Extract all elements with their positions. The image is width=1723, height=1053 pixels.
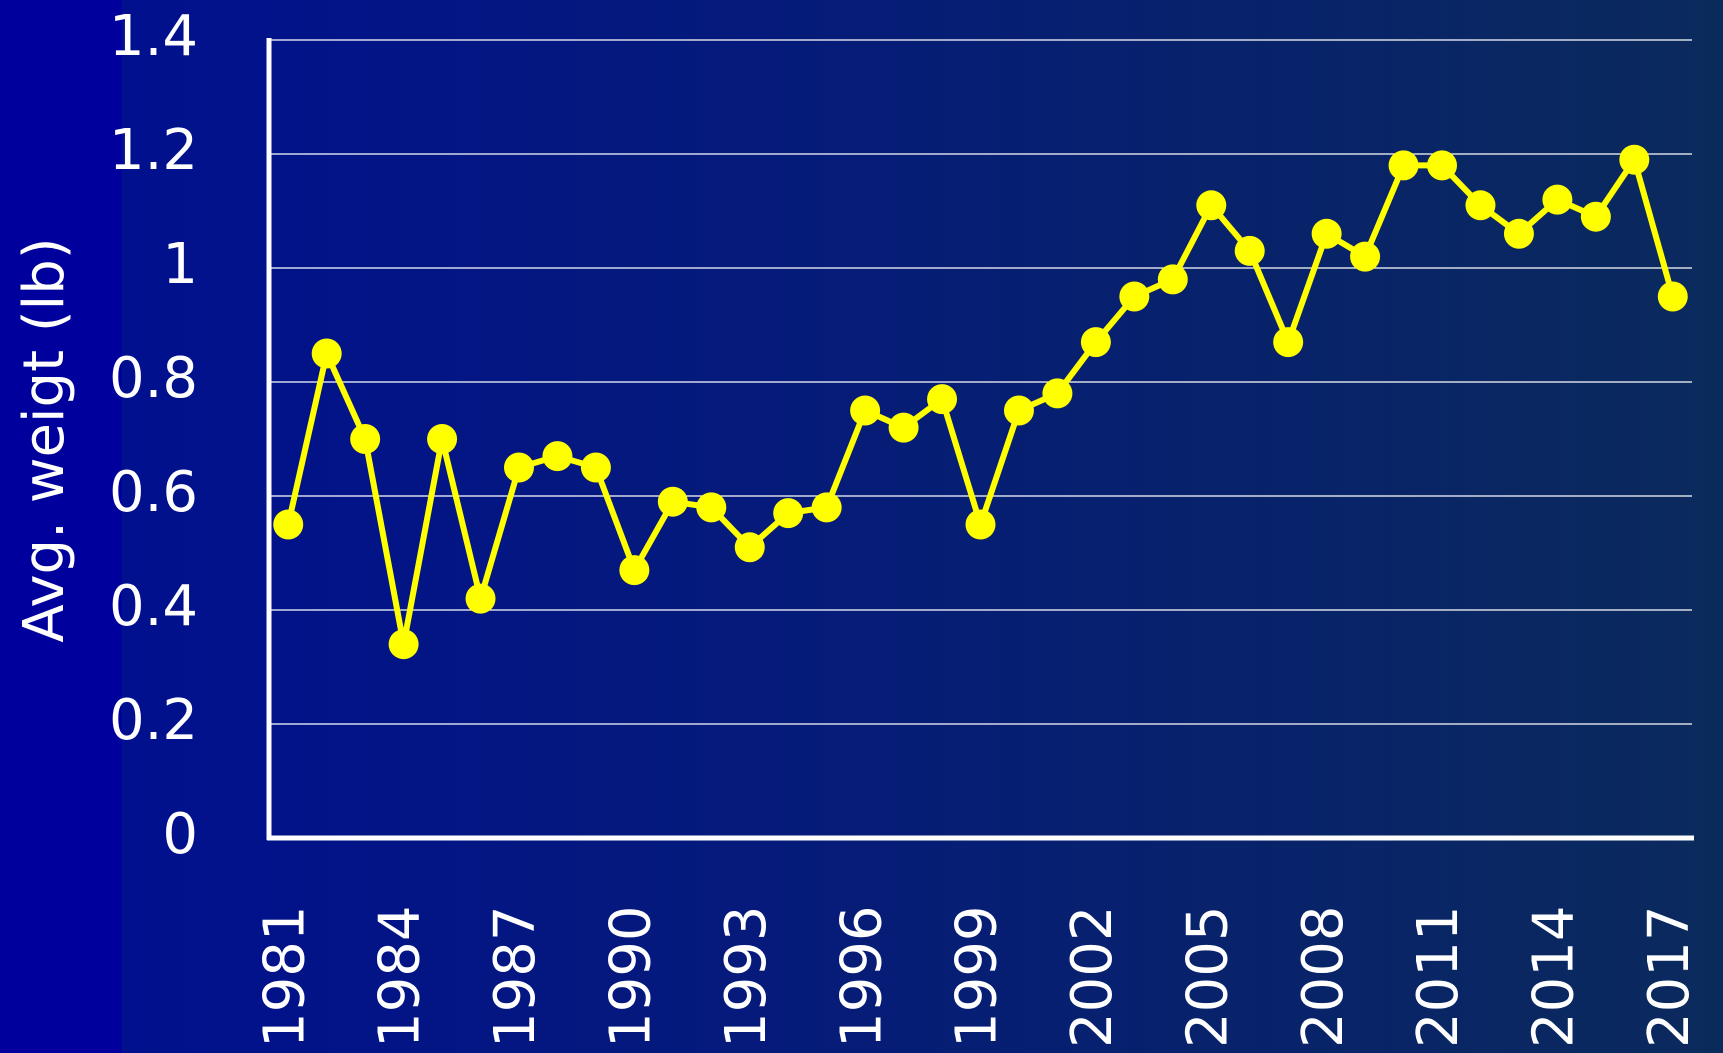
grid [269, 39, 1692, 839]
marker [273, 509, 304, 540]
marker [965, 509, 996, 540]
x-tick-label: 1996 [829, 905, 894, 1048]
x-tick-label: 2002 [1060, 905, 1125, 1048]
marker [1234, 235, 1265, 266]
marker [1542, 184, 1573, 215]
marker [734, 532, 765, 563]
marker [1657, 281, 1688, 312]
marker [1042, 378, 1073, 409]
marker [850, 395, 881, 426]
y-axis-label: Avg. weigt (lb) [12, 237, 77, 642]
marker [350, 424, 381, 454]
y-tick-label: 0.2 [109, 688, 198, 753]
marker [811, 492, 842, 523]
marker [696, 492, 727, 523]
marker [542, 441, 573, 472]
x-tick-label: 1990 [599, 905, 664, 1048]
x-tick-label: 2005 [1175, 905, 1240, 1048]
marker [311, 338, 342, 369]
marker [1465, 190, 1496, 221]
y-tick-label: 1.4 [109, 4, 198, 69]
marker [388, 629, 419, 660]
marker [503, 452, 534, 483]
y-tick-label: 0 [162, 802, 198, 867]
marker [1619, 144, 1650, 175]
marker [427, 424, 458, 454]
marker [1080, 327, 1111, 358]
y-tick-label: 0.6 [109, 460, 198, 525]
marker [927, 384, 958, 415]
marker [1119, 281, 1150, 312]
marker [1003, 395, 1034, 426]
marker [1350, 241, 1381, 272]
marker [657, 486, 688, 517]
x-tick-label: 1993 [714, 905, 779, 1048]
x-tick-label: 1984 [368, 905, 433, 1048]
marker [465, 583, 496, 614]
y-tick-label: 0.4 [109, 574, 198, 639]
x-tick-label: 1999 [945, 905, 1010, 1048]
marker [773, 498, 804, 529]
marker [1157, 264, 1188, 295]
x-tick-label: 1981 [252, 905, 317, 1048]
x-tick-label: 2017 [1637, 905, 1702, 1048]
marker [1388, 150, 1419, 181]
y-tick-label: 0.8 [109, 346, 198, 411]
y-tick-label: 1 [162, 232, 198, 297]
marker [619, 555, 650, 586]
marker [1273, 327, 1304, 358]
marker [1580, 201, 1611, 232]
marker [580, 452, 611, 483]
x-tick-label: 2014 [1522, 905, 1587, 1048]
y-tick-label: 1.2 [109, 118, 198, 183]
marker [1196, 190, 1227, 221]
marker [1427, 150, 1458, 181]
x-tick-label: 1987 [483, 905, 548, 1048]
x-tick-label: 2011 [1406, 905, 1471, 1048]
x-tick-label: 2008 [1291, 905, 1356, 1048]
marker [1503, 218, 1534, 249]
marker [888, 412, 919, 443]
marker [1311, 218, 1342, 249]
